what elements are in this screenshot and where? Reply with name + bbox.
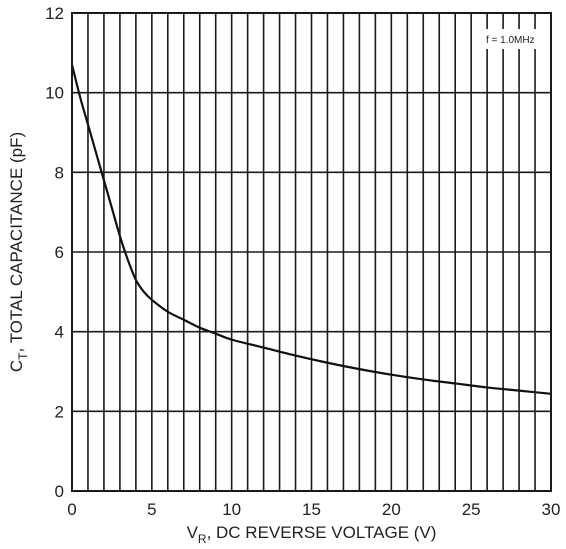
- x-axis-label-main: V: [187, 523, 199, 542]
- plot-frame: [71, 12, 552, 492]
- x-tick-label: 15: [302, 500, 321, 519]
- y-tick-label: 8: [55, 163, 64, 182]
- x-axis-label-subscript: R: [198, 532, 207, 546]
- y-axis-label-rest: , TOTAL CAPACITANCE (pF): [7, 132, 26, 353]
- x-tick-label: 30: [542, 500, 561, 519]
- y-tick-label: 4: [55, 323, 64, 342]
- grid: [72, 13, 551, 491]
- y-axis-label-subscript: T: [16, 352, 30, 360]
- y-tick-label: 12: [45, 4, 64, 23]
- x-tick-label: 20: [382, 500, 401, 519]
- x-axis-label-rest: , DC REVERSE VOLTAGE (V): [207, 523, 437, 542]
- capacitance-curve: [70, 64, 552, 395]
- x-tick-label: 10: [222, 500, 241, 519]
- y-tick-label: 6: [55, 243, 64, 262]
- y-axis-label-main: C: [7, 360, 26, 372]
- x-tick-labels: 0 5 10 15 20 25 30: [67, 500, 560, 519]
- y-axis-label: CT, TOTAL CAPACITANCE (pF): [7, 132, 30, 372]
- y-tick-label: 2: [55, 402, 64, 421]
- frequency-annotation: f = 1.0MHz: [475, 29, 545, 49]
- y-tick-labels: 0 2 4 6 8 10 12: [45, 4, 64, 501]
- frequency-annotation-text: f = 1.0MHz: [486, 35, 535, 46]
- x-axis-label: VR, DC REVERSE VOLTAGE (V): [187, 523, 437, 546]
- x-tick-label: 25: [462, 500, 481, 519]
- plot-area: [70, 64, 552, 395]
- x-tick-label: 5: [147, 500, 156, 519]
- y-tick-label: 10: [45, 84, 64, 103]
- y-tick-label: 0: [55, 482, 64, 501]
- x-tick-label: 0: [67, 500, 76, 519]
